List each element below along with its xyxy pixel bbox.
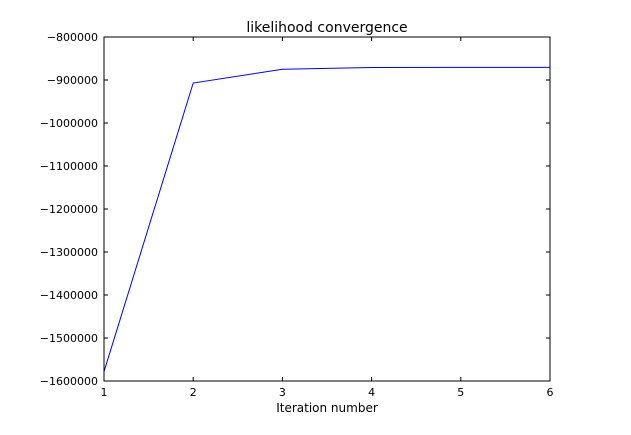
y-tick-label: −1300000 — [40, 246, 98, 259]
y-tick-label: −1600000 — [40, 375, 98, 388]
series-line-likelihood — [103, 66, 550, 372]
plot-frame — [103, 36, 551, 382]
y-tick-label: −1400000 — [40, 289, 98, 302]
x-tick-label: 2 — [190, 386, 197, 399]
y-tick-label: −800000 — [47, 31, 98, 44]
x-tick-label: 3 — [279, 386, 286, 399]
x-axis-label: Iteration number — [276, 401, 378, 415]
y-tick-label: −900000 — [47, 74, 98, 87]
y-tick-label: −1200000 — [40, 203, 98, 216]
y-axis: −1600000 −1500000 −1400000 −1300000 −1200000… — [40, 31, 550, 388]
x-tick-label: 5 — [457, 386, 464, 399]
x-axis: 1 2 3 4 5 6 — [101, 37, 554, 399]
y-tick-label: −1500000 — [40, 332, 98, 345]
y-tick-label: −1000000 — [40, 117, 98, 130]
x-tick-label: 4 — [368, 386, 375, 399]
x-tick-label: 6 — [547, 386, 554, 399]
y-tick-label: −1100000 — [40, 160, 98, 173]
plot-area — [103, 66, 550, 372]
x-tick-label: 1 — [101, 386, 108, 399]
chart-title: likelihood convergence — [246, 20, 407, 36]
